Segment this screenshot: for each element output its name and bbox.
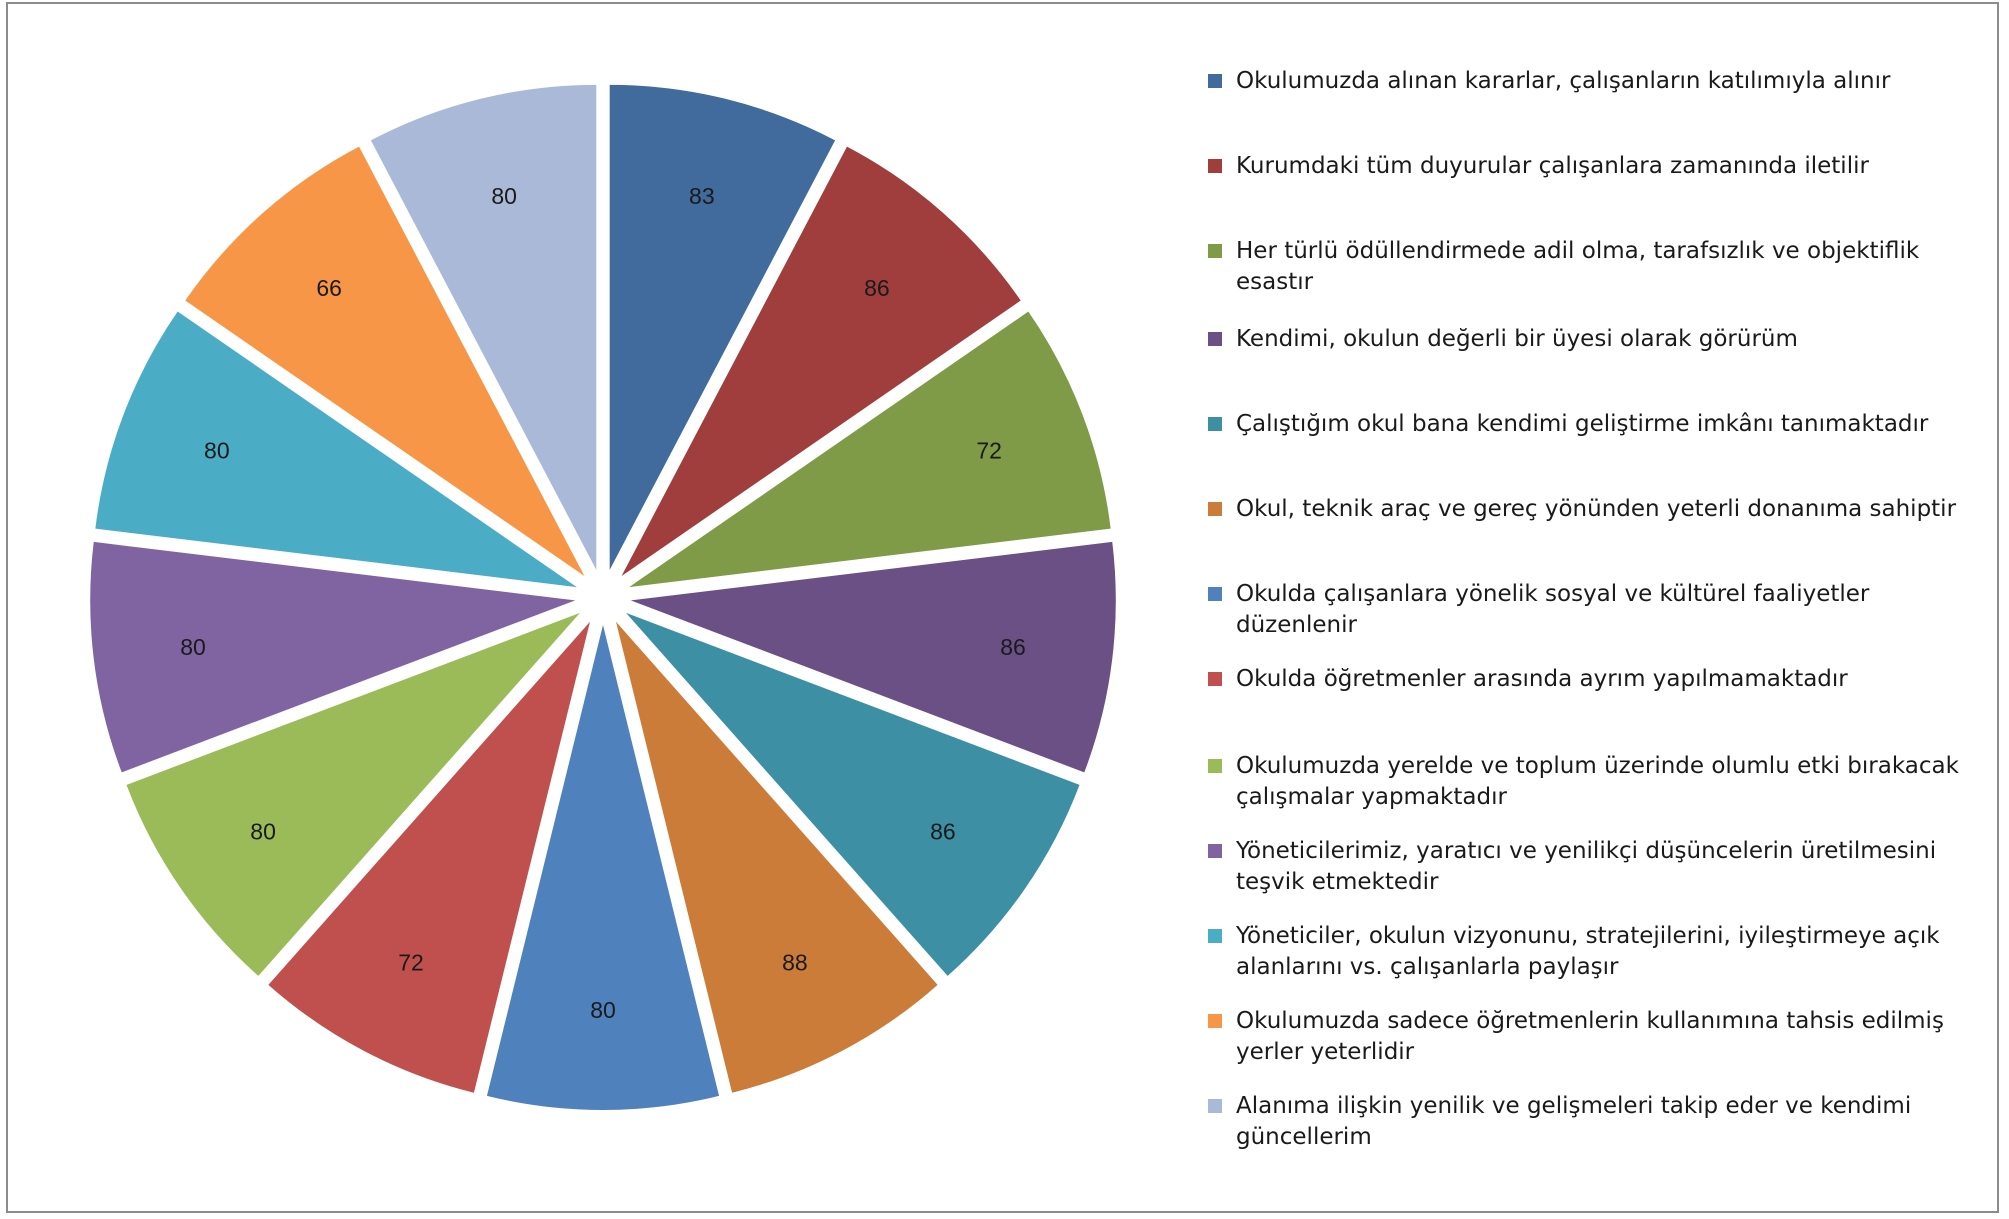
slice-value-label-12: 66 [316,275,342,301]
legend-label: Çalıştığım okul bana kendimi geliştirme … [1236,411,1929,437]
slice-value-label-6: 88 [782,950,808,976]
pie-slice-11 [95,311,577,588]
legend-swatch [1208,844,1222,858]
legend-label: Yöneticiler, okulun vizyonunu, stratejil… [1236,923,1940,980]
slice-value-label-7: 80 [590,997,616,1023]
legend-swatch [1208,502,1222,516]
legend-label: Yöneticilerimiz, yaratıcı ve yenilikçi d… [1236,838,1937,895]
legend-swatch [1208,332,1222,346]
pie-slice-5 [626,612,1080,976]
legend-label: Kendimi, okulun değerli bir üyesi olarak… [1236,326,1798,352]
pie-slice-2 [621,146,1021,577]
chart-frame: 83 86 72 86 86 88 80 72 80 80 80 66 80 Okulumuzda al… [6,2,1999,1213]
slice-value-label-10: 80 [180,634,206,660]
pie-slice-3 [629,311,1111,588]
slice-value-label-2: 86 [864,275,890,301]
legend-swatch [1208,74,1222,88]
legend-swatch [1208,244,1222,258]
pie-slice-8 [268,621,590,1093]
pie-slice-12 [185,146,585,577]
slice-value-label-9: 80 [250,819,276,845]
slice-value-label-1: 83 [689,183,715,209]
pie-slice-13 [370,84,597,570]
pie-slice-7 [486,625,720,1111]
legend-swatch [1208,159,1222,173]
legend-swatch [1208,759,1222,773]
slice-value-label-4: 86 [1000,634,1026,660]
legend-swatch [1208,1014,1222,1028]
pie-slice-10 [90,541,576,773]
pie-slice-1 [609,84,836,570]
slice-value-label-11: 80 [204,438,230,464]
slice-value-label-5: 86 [930,819,956,845]
legend-label: Her türlü ödüllendirmede adil olma, tara… [1236,238,1920,295]
legend-label: Okulumuzda alınan kararlar, çalışanların… [1236,68,1891,94]
legend-label: Okulda öğretmenler arasında ayrım yapılm… [1236,666,1848,692]
legend-swatch [1208,929,1222,943]
pie-slice-6 [616,621,938,1093]
legend-label: Kurumdaki tüm duyurular çalışanlara zama… [1236,153,1869,179]
slice-value-label-13: 80 [491,183,517,209]
legend-swatch [1208,417,1222,431]
slice-value-label-8: 72 [398,950,424,976]
pie-slice-4 [630,541,1116,773]
legend-label: Okulda çalışanlara yönelik sosyal ve kül… [1236,581,1870,638]
pie-slice-9 [126,612,580,976]
legend-swatch [1208,1099,1222,1113]
legend-swatch [1208,672,1222,686]
legend-label: Alanıma ilişkin yenilik ve gelişmeleri t… [1236,1093,1912,1150]
slice-value-label-3: 72 [976,438,1002,464]
legend-swatch [1208,587,1222,601]
legend-label: Okulumuzda yerelde ve toplum üzerinde ol… [1236,753,1959,810]
legend-label: Okul, teknik araç ve gereç yönünden yete… [1236,496,1957,522]
legend-label: Okulumuzda sadece öğretmenlerin kullanım… [1236,1008,1944,1065]
pie-chart: 83 86 72 86 86 88 80 72 80 80 80 66 80 [90,84,1116,1111]
